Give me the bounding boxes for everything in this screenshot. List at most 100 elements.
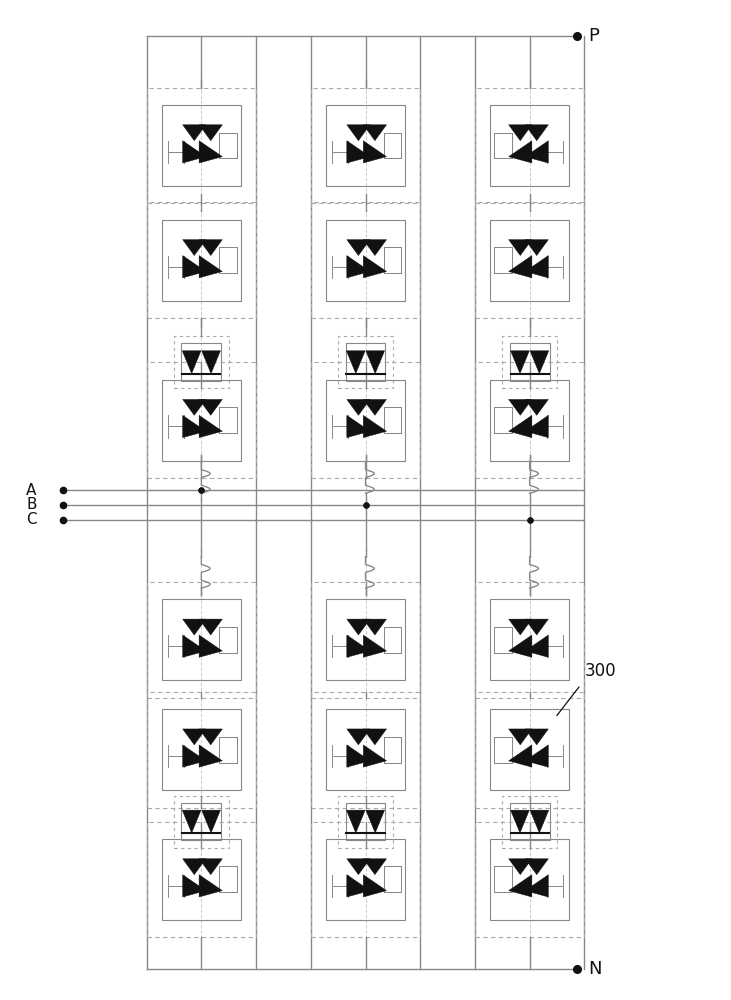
Bar [162, 220, 240, 301]
Polygon shape [363, 141, 387, 163]
Polygon shape [199, 399, 222, 415]
Polygon shape [199, 875, 222, 897]
Bar [494, 407, 512, 433]
Bar [475, 202, 584, 318]
Bar [219, 627, 237, 653]
Bar [346, 803, 385, 840]
Polygon shape [346, 415, 370, 438]
Polygon shape [202, 351, 221, 374]
Polygon shape [363, 125, 387, 141]
Bar [311, 88, 420, 203]
Bar [384, 737, 401, 763]
Polygon shape [363, 745, 387, 767]
Bar [494, 407, 512, 433]
Polygon shape [199, 859, 222, 875]
Polygon shape [363, 256, 387, 278]
Bar [494, 627, 512, 653]
Polygon shape [346, 240, 370, 256]
Polygon shape [199, 125, 222, 141]
Text: C: C [26, 512, 37, 527]
Polygon shape [363, 635, 387, 657]
Polygon shape [509, 619, 532, 635]
Bar [491, 709, 569, 790]
Polygon shape [363, 399, 387, 415]
Bar [326, 380, 405, 461]
Bar [162, 380, 240, 461]
Polygon shape [509, 399, 532, 415]
Polygon shape [510, 351, 529, 374]
Bar [384, 866, 401, 892]
Polygon shape [199, 240, 222, 256]
Polygon shape [183, 141, 206, 163]
Bar [219, 407, 237, 433]
Polygon shape [346, 875, 370, 897]
Text: 300: 300 [584, 662, 616, 680]
Polygon shape [509, 875, 532, 897]
Polygon shape [509, 415, 532, 438]
Text: B: B [26, 497, 37, 512]
Bar [219, 247, 237, 273]
Text: A: A [26, 483, 37, 498]
Polygon shape [346, 351, 366, 374]
Bar [384, 133, 401, 158]
Polygon shape [182, 810, 201, 833]
Bar [491, 380, 569, 461]
Bar [502, 796, 558, 848]
Bar [346, 343, 385, 381]
Bar [219, 133, 237, 158]
Polygon shape [183, 619, 206, 635]
Bar [475, 362, 584, 478]
Bar [219, 627, 237, 653]
Polygon shape [346, 256, 370, 278]
Bar [147, 692, 256, 808]
Polygon shape [346, 125, 370, 141]
Bar [494, 133, 512, 158]
Bar [510, 343, 550, 381]
Polygon shape [509, 635, 532, 657]
Polygon shape [363, 619, 387, 635]
Bar [494, 627, 512, 653]
Polygon shape [530, 810, 549, 833]
Bar [384, 247, 401, 273]
Polygon shape [183, 875, 206, 897]
Bar [384, 627, 401, 653]
Polygon shape [199, 619, 222, 635]
Polygon shape [525, 635, 548, 657]
Polygon shape [346, 810, 366, 833]
Polygon shape [346, 399, 370, 415]
Bar [311, 822, 420, 937]
Polygon shape [530, 351, 549, 374]
Bar [162, 599, 240, 680]
Bar [475, 822, 584, 937]
Polygon shape [363, 415, 387, 438]
Bar [475, 582, 584, 698]
Polygon shape [183, 399, 206, 415]
Bar [494, 247, 512, 273]
Bar [147, 88, 256, 203]
Bar [173, 796, 229, 848]
Polygon shape [346, 729, 370, 745]
Bar [338, 336, 393, 388]
Bar [219, 866, 237, 892]
Polygon shape [346, 141, 370, 163]
Polygon shape [183, 125, 206, 141]
Bar [162, 839, 240, 920]
Polygon shape [509, 240, 532, 256]
Bar [338, 796, 393, 848]
Polygon shape [363, 875, 387, 897]
Polygon shape [525, 256, 548, 278]
Polygon shape [183, 859, 206, 875]
Polygon shape [525, 729, 548, 745]
Text: N: N [588, 960, 602, 978]
Polygon shape [199, 415, 222, 438]
Polygon shape [202, 810, 221, 833]
Polygon shape [363, 729, 387, 745]
Polygon shape [346, 635, 370, 657]
Bar [491, 105, 569, 186]
Polygon shape [199, 141, 222, 163]
Polygon shape [525, 415, 548, 438]
Bar [147, 582, 256, 698]
Polygon shape [346, 859, 370, 875]
Bar [311, 582, 420, 698]
Polygon shape [182, 351, 201, 374]
